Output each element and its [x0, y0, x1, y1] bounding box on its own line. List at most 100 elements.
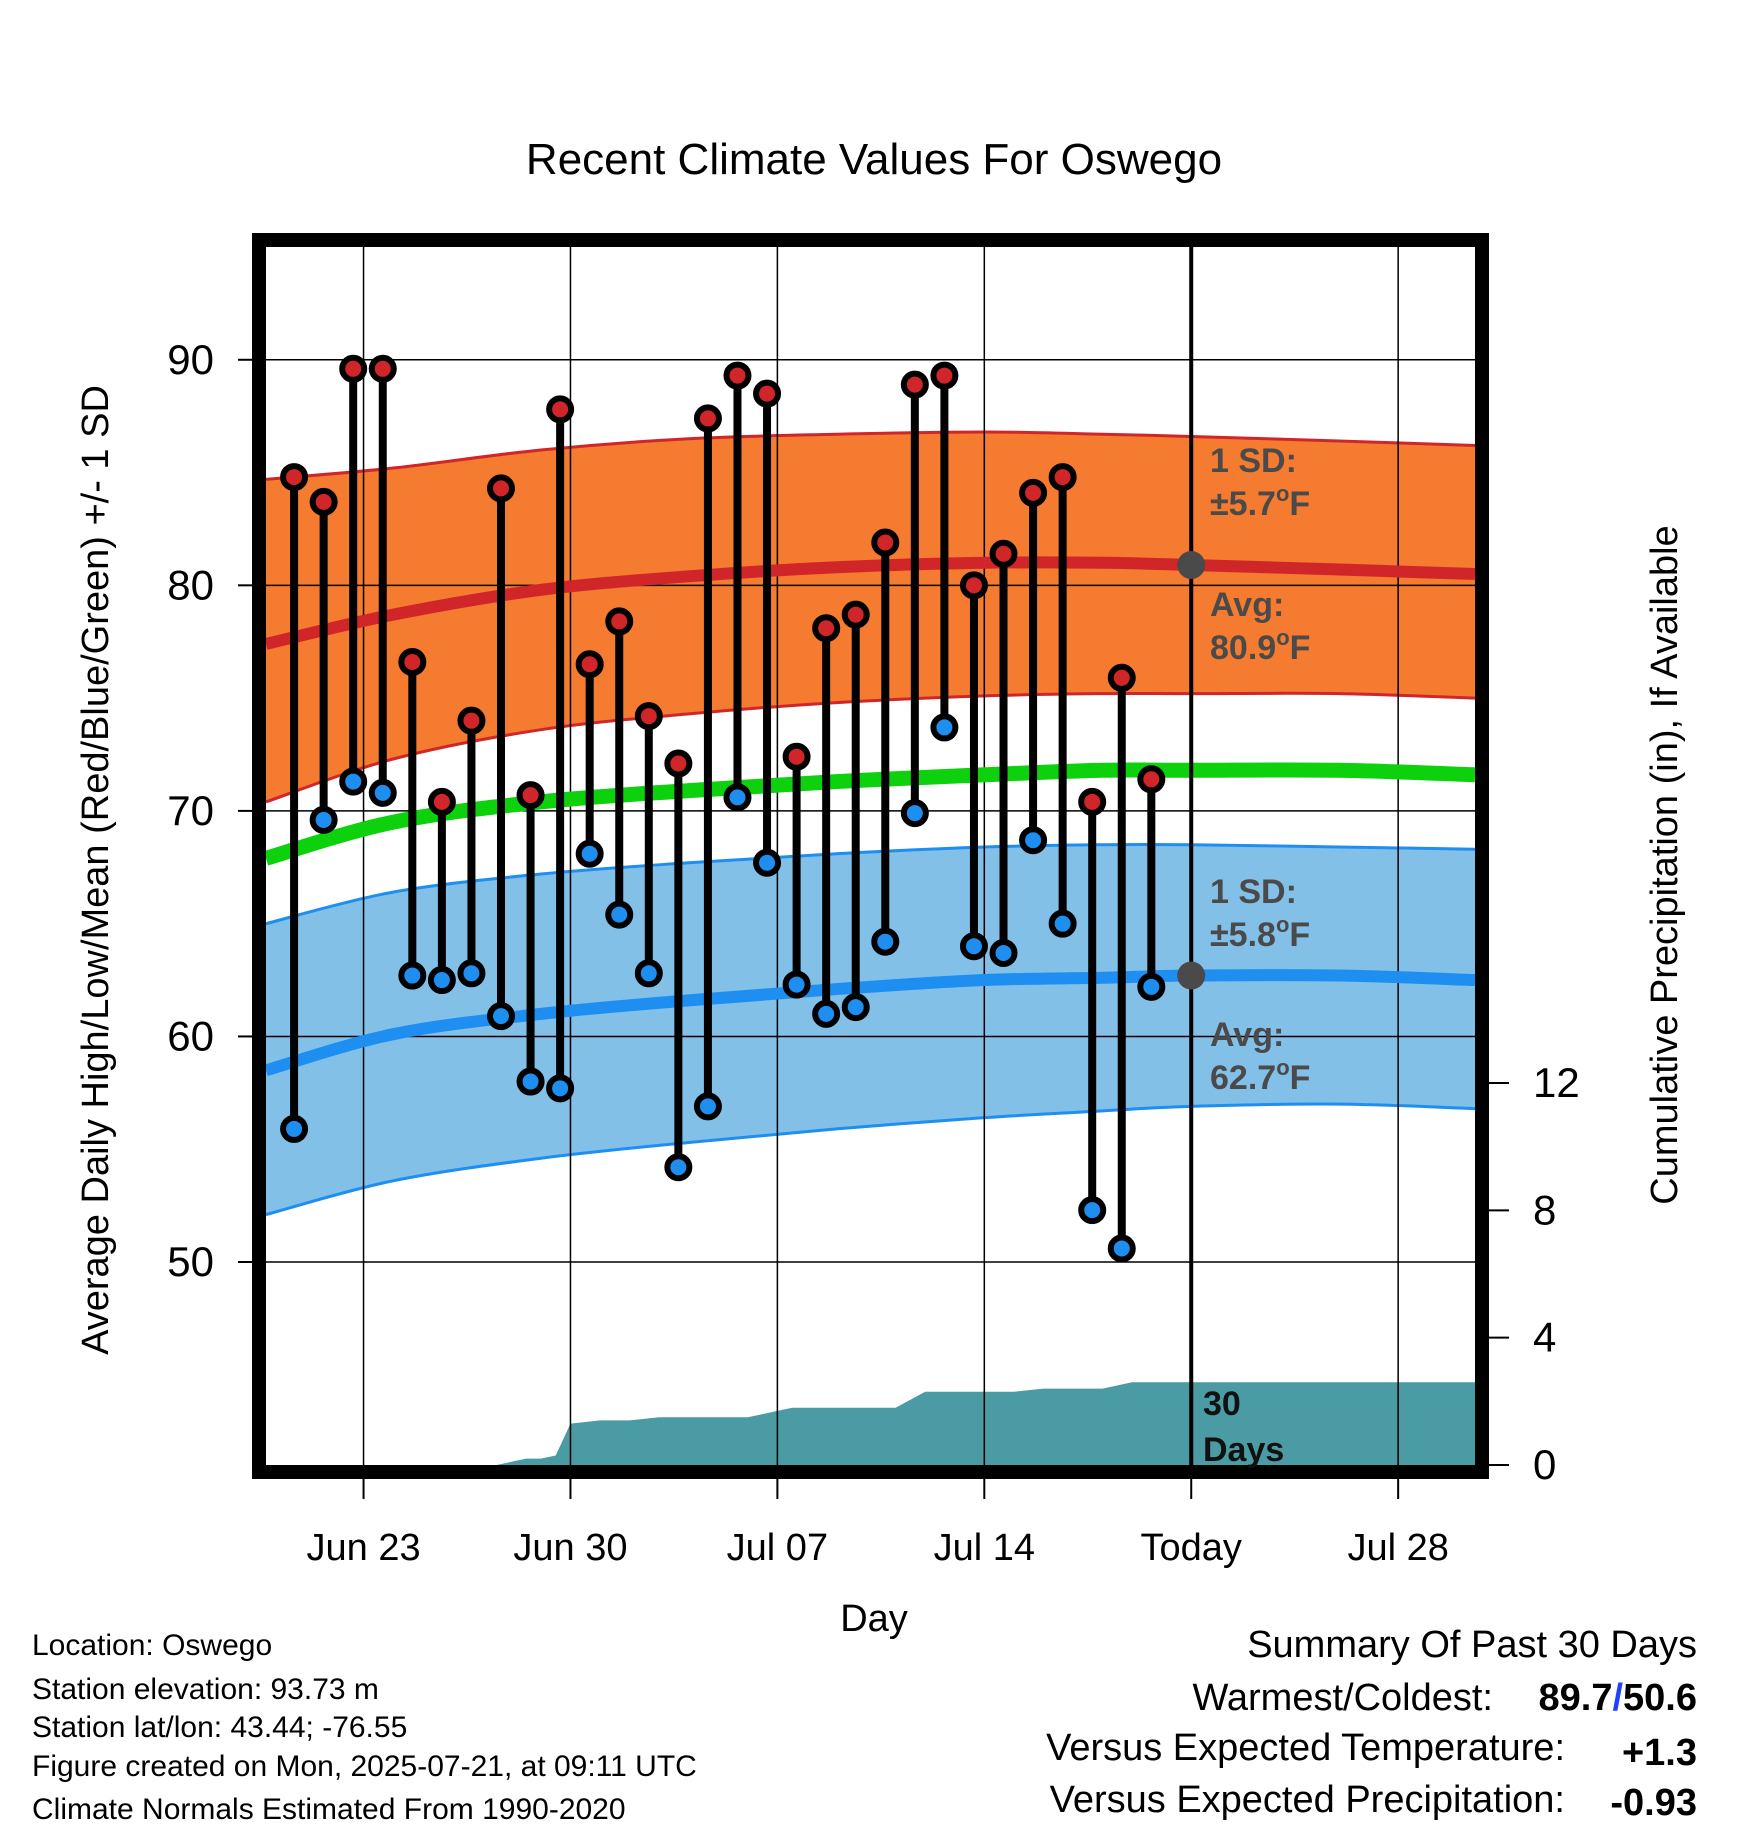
summary-title: Summary Of Past 30 Days [1247, 1624, 1697, 1666]
low-dot [516, 1067, 545, 1096]
precip-area [280, 1382, 1475, 1465]
high-dot [280, 463, 309, 492]
plot-inner [266, 247, 1475, 1465]
high-avg-unit: F [1290, 629, 1311, 667]
low-dot [605, 900, 634, 929]
low-sd-band [266, 844, 1475, 1215]
low-dot [487, 1002, 516, 1031]
low-dot [871, 927, 900, 956]
low-sd-number: ±5.8 [1210, 916, 1276, 954]
x-tick-label: Jul 14 [934, 1527, 1035, 1569]
low-sd-degree: o [1276, 912, 1289, 937]
summary-temp-value: +1.3 [1622, 1732, 1697, 1774]
y2-axis-label: Cumulative Precipitation (in), If Availa… [1644, 525, 1686, 1204]
high-sd-value: ±5.7oF [1210, 481, 1310, 523]
high-dot [959, 571, 988, 600]
high-avg-number: 80.9 [1210, 629, 1276, 667]
y2-tick-label: 12 [1533, 1059, 1580, 1106]
low-dot [634, 959, 663, 988]
high-dot [457, 706, 486, 735]
low-dot [841, 993, 870, 1022]
high-dot [546, 395, 575, 424]
high-dot [1107, 663, 1136, 692]
footer-normals: Climate Normals Estimated From 1990-2020 [32, 1793, 626, 1826]
high-sd-number: ±5.7 [1210, 485, 1276, 523]
high-dot [1137, 765, 1166, 794]
low-dot [339, 767, 368, 796]
low-dot [989, 938, 1018, 967]
precip-days-label-2: Days [1203, 1431, 1284, 1469]
high-dot [1019, 478, 1048, 507]
high-dot [1078, 787, 1107, 816]
high-dot [516, 781, 545, 810]
low-avg-degree: o [1276, 1055, 1289, 1080]
high-dot [1048, 463, 1077, 492]
high-avg-degree: o [1276, 625, 1289, 650]
low-sd-value: ±5.8oF [1210, 912, 1310, 954]
low-dot [427, 966, 456, 995]
low-avg-value: 62.7oF [1210, 1055, 1310, 1097]
high-dot [398, 648, 427, 677]
high-dot [782, 742, 811, 771]
high-dot [605, 607, 634, 636]
high-sd-degree: o [1276, 481, 1289, 506]
summary-panel: Summary Of Past 30 Days Warmest/Coldest:… [1046, 1624, 1697, 1824]
y-axis-label: Average Daily High/Low/Mean (Red/Blue/Gr… [75, 385, 117, 1355]
high-dot [989, 539, 1018, 568]
low-dot [575, 839, 604, 868]
high-dot [309, 487, 338, 516]
y-tick-label: 90 [167, 336, 214, 383]
y2-tick-label: 0 [1533, 1441, 1556, 1488]
high-sd-label: 1 SD: [1210, 442, 1297, 480]
y2-tick-label: 8 [1533, 1186, 1556, 1233]
high-dot [900, 370, 929, 399]
summary-warmest-value: 89.7 [1539, 1677, 1613, 1719]
chart-title: Recent Climate Values For Oswego [526, 135, 1222, 184]
high-dot [575, 650, 604, 679]
high-dot [841, 600, 870, 629]
low-dot [1019, 826, 1048, 855]
y-tick-label: 70 [167, 787, 214, 834]
high-dot [812, 614, 841, 643]
high-dot [634, 702, 663, 731]
summary-precip-label: Versus Expected Precipitation: [1050, 1779, 1565, 1821]
high-dot [871, 528, 900, 557]
high-dot [368, 354, 397, 383]
summary-warmest-coldest: 89.7/50.6 [1539, 1677, 1698, 1719]
precip-days-label-1: 30 [1203, 1385, 1241, 1423]
y-tick-label: 50 [167, 1238, 214, 1285]
low-dot [753, 848, 782, 877]
x-tick-label: Jun 23 [307, 1527, 421, 1569]
footer-created: Figure created on Mon, 2025-07-21, at 09… [32, 1750, 697, 1783]
low-dot [280, 1114, 309, 1143]
y-tick-label: 60 [167, 1012, 214, 1059]
low-dot [693, 1092, 722, 1121]
low-dot [782, 970, 811, 999]
summary-precip-value: -0.93 [1610, 1782, 1697, 1824]
summary-coldest-value: 50.6 [1623, 1677, 1697, 1719]
low-sd-unit: F [1289, 916, 1310, 954]
low-avg-label: Avg: [1210, 1016, 1284, 1054]
low-dot [398, 961, 427, 990]
low-dot [1107, 1234, 1136, 1263]
low-avg-unit: F [1290, 1059, 1311, 1097]
station-info: Location: Oswego Station elevation: 93.7… [32, 1629, 697, 1826]
low-dot [930, 713, 959, 742]
low-dot [368, 778, 397, 807]
x-tick-label: Jun 30 [513, 1527, 627, 1569]
today-high-marker [1177, 551, 1206, 580]
low-dot [457, 959, 486, 988]
low-sd-label: 1 SD: [1210, 873, 1297, 911]
high-avg-label: Avg: [1210, 586, 1284, 624]
high-dot [693, 404, 722, 433]
high-sd-upper-edge [266, 430, 1475, 481]
high-dot [487, 474, 516, 503]
low-dot [1137, 972, 1166, 1001]
low-dot [1048, 909, 1077, 938]
x-tick-label: Jul 07 [727, 1527, 828, 1569]
low-dot [900, 799, 929, 828]
low-dot [309, 805, 338, 834]
high-dot [930, 361, 959, 390]
summary-warmest-label: Warmest/Coldest: [1192, 1677, 1493, 1719]
